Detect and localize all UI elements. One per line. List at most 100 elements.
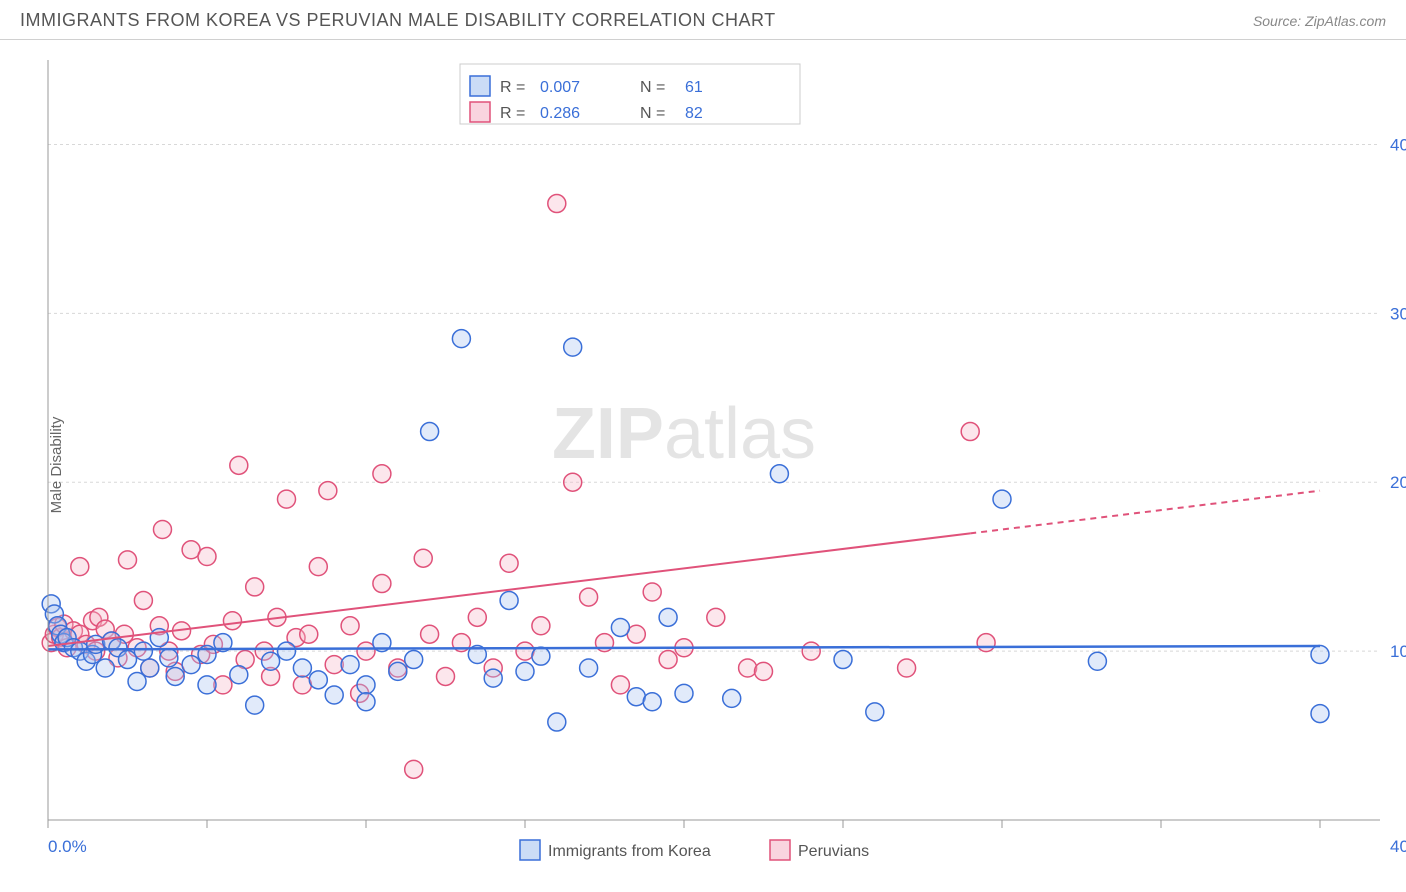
data-point [707, 608, 725, 626]
data-point [437, 667, 455, 685]
data-point [357, 642, 375, 660]
data-point [341, 617, 359, 635]
legend-r-label: R = [500, 79, 525, 96]
legend-n-value: 61 [685, 79, 703, 96]
data-point [405, 760, 423, 778]
data-point [611, 676, 629, 694]
legend-n-label: N = [640, 79, 665, 96]
data-point [389, 662, 407, 680]
data-point [160, 649, 178, 667]
y-tick-label: 10.0% [1390, 642, 1406, 661]
data-point [500, 554, 518, 572]
data-point [166, 667, 184, 685]
data-point [309, 671, 327, 689]
data-point [96, 659, 114, 677]
data-point [580, 588, 598, 606]
data-point [278, 642, 296, 660]
data-point [1088, 652, 1106, 670]
data-point [516, 662, 534, 680]
legend-r-value: 0.286 [540, 105, 580, 122]
x-tick-label: 0.0% [48, 837, 87, 856]
data-point [659, 608, 677, 626]
legend-n-label: N = [640, 105, 665, 122]
data-point [611, 618, 629, 636]
regression-line [48, 646, 1320, 649]
data-point [293, 659, 311, 677]
data-point [564, 338, 582, 356]
data-point [357, 676, 375, 694]
chart-area: Male Disability ZIPatlas10.0%20.0%30.0%4… [0, 40, 1406, 890]
data-point [484, 669, 502, 687]
data-point [548, 195, 566, 213]
data-point [580, 659, 598, 677]
legend-r-value: 0.007 [540, 79, 580, 96]
data-point [414, 549, 432, 567]
data-point [405, 651, 423, 669]
data-point [325, 686, 343, 704]
data-point [1311, 705, 1329, 723]
data-point [309, 558, 327, 576]
data-point [153, 521, 171, 539]
data-point [755, 662, 773, 680]
data-point [802, 642, 820, 660]
data-point [134, 642, 152, 660]
data-point [1311, 645, 1329, 663]
data-point [198, 676, 216, 694]
x-legend-label: Immigrants from Korea [548, 843, 711, 860]
data-point [141, 659, 159, 677]
data-point [71, 558, 89, 576]
y-axis-label: Male Disability [48, 417, 65, 514]
regression-line-dash [970, 491, 1320, 534]
data-point [421, 423, 439, 441]
data-point [262, 652, 280, 670]
data-point [468, 608, 486, 626]
x-legend-swatch [770, 840, 790, 860]
data-point [357, 693, 375, 711]
data-point [198, 548, 216, 566]
data-point [421, 625, 439, 643]
data-point [341, 656, 359, 674]
data-point [87, 635, 105, 653]
data-point [548, 713, 566, 731]
data-point [898, 659, 916, 677]
data-point [977, 634, 995, 652]
data-point [119, 651, 137, 669]
data-point [223, 612, 241, 630]
data-point [770, 465, 788, 483]
legend-swatch [470, 76, 490, 96]
chart-header: IMMIGRANTS FROM KOREA VS PERUVIAN MALE D… [0, 0, 1406, 40]
y-tick-label: 20.0% [1390, 473, 1406, 492]
chart-source: Source: ZipAtlas.com [1253, 13, 1386, 29]
legend-swatch [470, 102, 490, 122]
data-point [119, 551, 137, 569]
chart-title: IMMIGRANTS FROM KOREA VS PERUVIAN MALE D… [20, 10, 776, 31]
data-point [961, 423, 979, 441]
data-point [246, 578, 264, 596]
data-point [500, 591, 518, 609]
data-point [834, 651, 852, 669]
data-point [373, 465, 391, 483]
data-point [246, 696, 264, 714]
data-point [300, 625, 318, 643]
data-point [532, 647, 550, 665]
data-point [278, 490, 296, 508]
x-legend-label: Peruvians [798, 843, 869, 860]
data-point [659, 651, 677, 669]
data-point [866, 703, 884, 721]
legend-n-value: 82 [685, 105, 703, 122]
legend-r-label: R = [500, 105, 525, 122]
scatter-plot-svg: ZIPatlas10.0%20.0%30.0%40.0%0.0%40.0%R =… [0, 40, 1406, 890]
data-point [230, 456, 248, 474]
data-point [564, 473, 582, 491]
x-tick-label: 40.0% [1390, 837, 1406, 856]
watermark: ZIPatlas [552, 394, 816, 474]
data-point [134, 591, 152, 609]
x-legend-swatch [520, 840, 540, 860]
data-point [739, 659, 757, 677]
y-tick-label: 30.0% [1390, 304, 1406, 323]
data-point [675, 684, 693, 702]
data-point [723, 689, 741, 707]
data-point [643, 583, 661, 601]
data-point [230, 666, 248, 684]
data-point [532, 617, 550, 635]
